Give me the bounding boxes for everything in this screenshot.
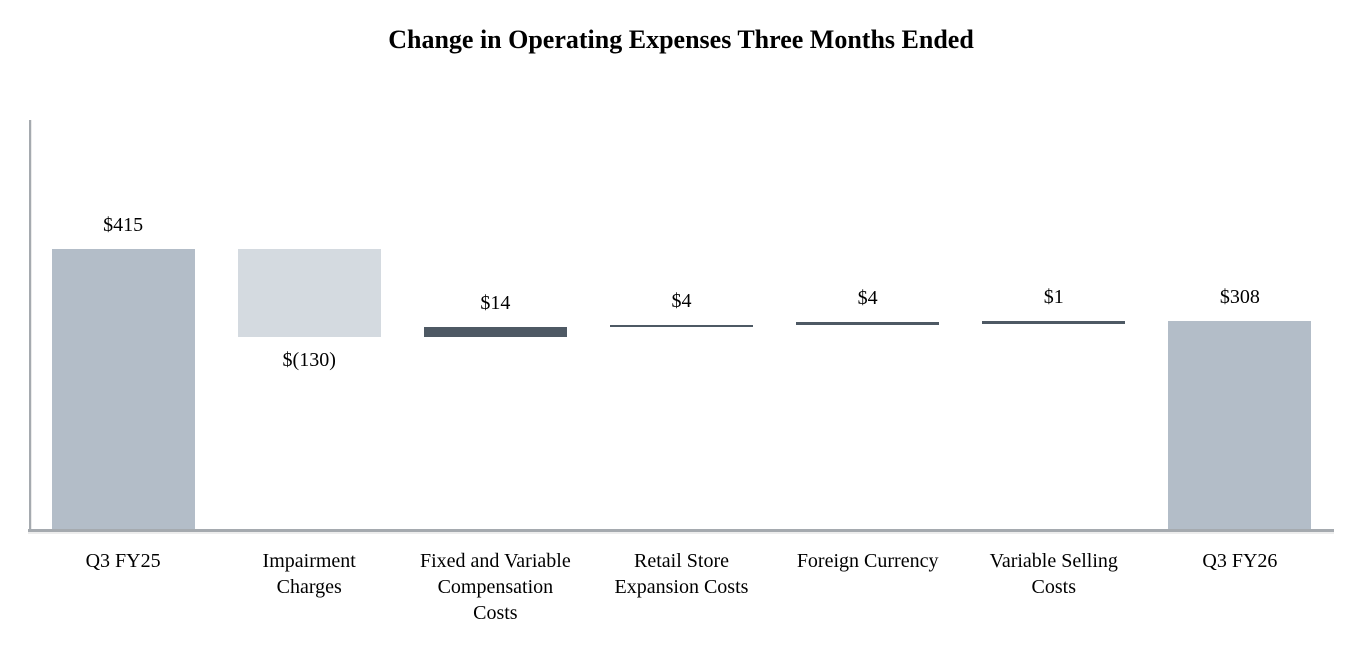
- waterfall-bar: [610, 324, 753, 328]
- y-axis-line: [29, 120, 31, 531]
- category-label: Foreign Currency: [796, 550, 939, 572]
- waterfall-bar: [423, 327, 567, 337]
- value-label: $4: [857, 286, 878, 309]
- waterfall-bar: [796, 321, 940, 325]
- value-label: $(130): [282, 348, 336, 371]
- chart-title: Change in Operating Expenses Three Month…: [388, 25, 974, 54]
- category-label: Fixed and Variable Compensation Costs: [420, 550, 571, 624]
- waterfall-bar: [1168, 321, 1312, 529]
- waterfall-bar: [237, 249, 381, 337]
- category-label: Retail Store Expansion Costs: [614, 550, 749, 598]
- category-label: Q3 FY25: [85, 550, 161, 572]
- category-label: Variable Selling Costs: [989, 550, 1118, 598]
- category-label: Q3 FY26: [1202, 550, 1278, 572]
- value-label: $1: [1043, 286, 1064, 309]
- value-label: $4: [671, 289, 692, 312]
- waterfall-bar: [51, 249, 195, 529]
- x-axis-line: [28, 529, 1334, 532]
- waterfall-bar: [982, 321, 1126, 324]
- value-label: $14: [480, 292, 511, 315]
- value-label: $415: [103, 214, 144, 236]
- category-label: Impairment Charges: [262, 550, 356, 598]
- value-label: $308: [1219, 286, 1260, 309]
